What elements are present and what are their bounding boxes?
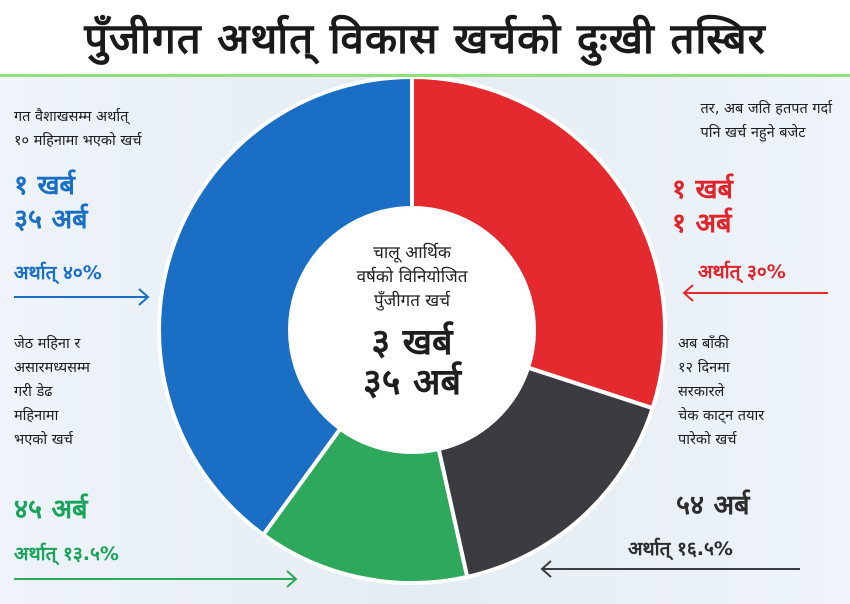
title-bar: पुँजीगत अर्थात् विकास खर्चको दुःखी तस्बि… [0, 0, 850, 77]
slice-percent-cheques-ready: अर्थात् १६.५% [628, 538, 733, 560]
slice-amount-spent-10-months: १ खर्ब ३५ अर्ब [14, 169, 88, 237]
center-summary: चालू आर्थिक वर्षको विनियोजित पुँजीगत खर्… [300, 241, 524, 403]
amount-line: ३५ अर्ब [14, 204, 88, 235]
slice-amount-cheques-ready: ५४ अर्ब [676, 490, 750, 521]
center-label-line: पुँजीगत खर्च [373, 291, 451, 311]
amount-line: १ अर्ब [672, 208, 732, 239]
center-amount-line: ३५ अर्ब [362, 362, 462, 403]
donut-slice-unspendable [410, 77, 667, 411]
arrow-cheques-ready-head [540, 560, 552, 578]
slice-percent-spent-1-5-months: अर्थात् १३.५% [14, 543, 119, 565]
arrow-spent-1-5-months-head [286, 570, 298, 588]
note-line: तर, अब जति हतपत गर्दा [700, 101, 832, 117]
slice-percent-spent-10-months: अर्थात् ४०% [14, 262, 102, 284]
slice-note-unspendable: तर, अब जति हतपत गर्दा पनि खर्च नहुने बजे… [701, 97, 832, 145]
note-line: जेठ महिना र [14, 336, 81, 352]
arrow-unspendable-head [682, 284, 694, 302]
center-label-line: वर्षको विनियोजित [356, 267, 468, 287]
note-line: १० महिनामा भएको खर्च [14, 133, 142, 149]
note-line: १२ दिनमा [678, 360, 730, 376]
donut-slice-cheques-ready [436, 365, 656, 580]
note-line: गरी डेढ [14, 384, 53, 400]
donut-slice-spent-10-months [157, 77, 414, 538]
note-line: पनि खर्च नहुने बजेट [700, 125, 806, 141]
slice-amount-spent-1-5-months: ४५ अर्ब [14, 494, 88, 525]
note-line: पारेको खर्च [678, 432, 737, 448]
slice-amount-unspendable: १ खर्ब १ अर्ब [672, 173, 733, 241]
note-line: असारमध्यसम्म [14, 360, 90, 376]
chart-panel: गत वैशाखसम्म अर्थात् १० महिनामा भएको खर्… [0, 77, 850, 604]
amount-line: १ खर्ब [14, 170, 75, 201]
slice-percent-unspendable: अर्थात् ३०% [698, 261, 786, 283]
center-amount-line: ३ खर्ब [371, 322, 453, 363]
note-line: महिनामा [14, 408, 59, 424]
note-line: सरकारले [678, 384, 725, 400]
note-line: भएको खर्च [14, 432, 73, 448]
center-label-line: चालू आर्थिक [373, 243, 451, 263]
arrow-spent-10-months-head [138, 288, 150, 306]
note-line: अब बाँकी [678, 336, 729, 352]
amount-line: १ खर्ब [672, 174, 733, 205]
note-line: चेक काट्न तयार [678, 408, 765, 424]
donut-hole [292, 210, 532, 450]
page-title: पुँजीगत अर्थात् विकास खर्चको दुःखी तस्बि… [84, 13, 766, 63]
slice-note-spent-10-months: गत वैशाखसम्म अर्थात् १० महिनामा भएको खर्… [14, 105, 141, 153]
donut-chart [14, 77, 828, 588]
slice-note-spent-1-5-months: जेठ महिना र असारमध्यसम्म गरी डेढ महिनामा… [14, 332, 90, 452]
note-line: गत वैशाखसम्म अर्थात् [14, 109, 129, 125]
slice-note-cheques-ready: अब बाँकी १२ दिनमा सरकारले चेक काट्न तयार… [678, 332, 764, 452]
